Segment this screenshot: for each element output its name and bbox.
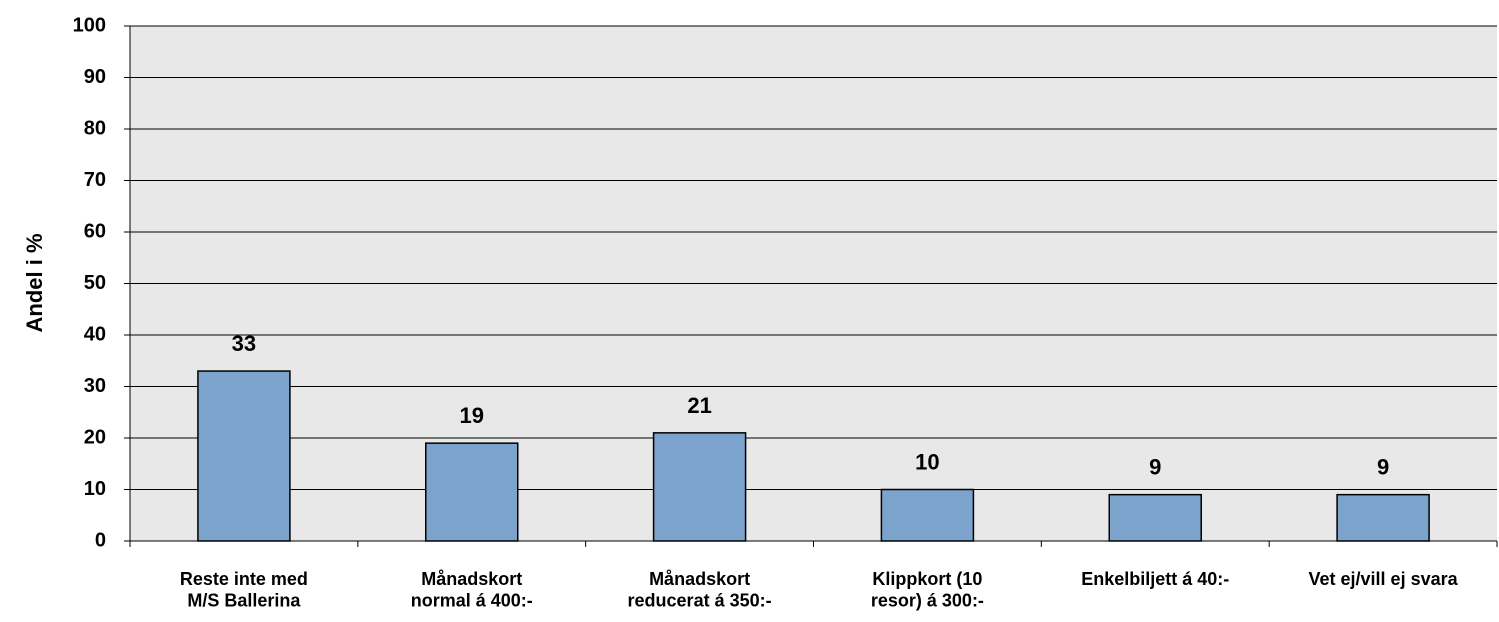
y-tick-label: 0 — [95, 529, 106, 551]
bar — [425, 442, 519, 542]
data-label: 33 — [232, 331, 256, 356]
y-tick-label: 100 — [73, 14, 106, 36]
x-tick-label: Klippkort (10 resor) á 300:- — [871, 569, 984, 611]
y-tick-label: 20 — [84, 426, 106, 448]
data-label: 9 — [1377, 455, 1389, 480]
bar — [1336, 493, 1430, 542]
x-tick-label: Månadskort normal á 400:- — [411, 569, 533, 611]
bar — [197, 370, 291, 542]
data-label: 19 — [460, 403, 484, 428]
data-label: 9 — [1149, 455, 1161, 480]
x-tick-label: Reste inte med M/S Ballerina — [180, 569, 308, 611]
y-tick-label: 60 — [84, 220, 106, 242]
y-tick-label: 90 — [84, 66, 106, 88]
y-tick-label: 10 — [84, 478, 106, 500]
data-label: 21 — [687, 393, 711, 418]
x-tick-label: Enkelbiljett á 40:- — [1081, 569, 1229, 589]
x-tick-label: Månadskort reducerat á 350:- — [628, 569, 772, 611]
y-tick-label: 40 — [84, 323, 106, 345]
y-tick-label: 80 — [84, 117, 106, 139]
bar — [880, 488, 975, 542]
bar — [1108, 493, 1202, 542]
x-tick-label: Vet ej/vill ej svara — [1309, 569, 1459, 589]
y-tick-label: 30 — [84, 375, 106, 397]
y-axis-label: Andel i % — [22, 233, 47, 332]
data-label: 10 — [915, 450, 939, 475]
bar — [652, 432, 747, 542]
y-tick-label: 70 — [84, 169, 106, 191]
y-tick-label: 50 — [84, 272, 106, 294]
